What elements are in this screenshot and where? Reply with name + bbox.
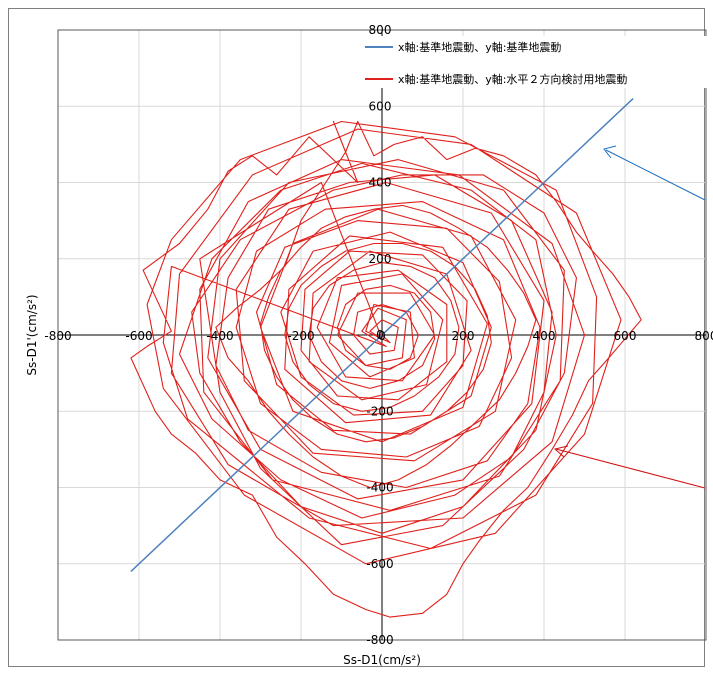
- x-tick-label-7: 600: [614, 329, 637, 343]
- y-tick-label-5: 200: [369, 252, 392, 266]
- series-layer: [130, 98, 642, 618]
- x-axis-label: Ss-D1(cm/s²): [343, 653, 421, 667]
- y-tick-label-6: 400: [369, 176, 392, 190]
- y-tick-label-1: -600: [366, 557, 393, 571]
- x-tick-label-0: -800: [44, 329, 71, 343]
- x-tick-label-6: 400: [533, 329, 556, 343]
- tick-labels: -800 -600 -400 -200 0 200 400 600 800 -800 -600 -40…: [44, 23, 713, 647]
- y-tick-label-8: 800: [369, 23, 392, 37]
- x-tick-label-8: 800: [695, 329, 713, 343]
- chart-frame: [8, 8, 705, 667]
- x-tick-label-1: -600: [125, 329, 152, 343]
- series-line-0: [130, 98, 634, 572]
- y-tick-label-4: 0: [376, 328, 384, 342]
- y-tick-label-3: -200: [366, 404, 393, 418]
- legend-background: [355, 36, 710, 88]
- y-axis-label: Ss-D1'(cm/s²): [25, 294, 39, 375]
- x-tick-label-2: -400: [206, 329, 233, 343]
- legend: x軸:基準地震動、y軸:基準地震動 x軸:基準地震動、y軸:水平２方向検討用地震…: [355, 36, 710, 88]
- x-tick-label-3: -200: [287, 329, 314, 343]
- y-tick-label-7: 600: [369, 99, 392, 113]
- annotations: [553, 145, 706, 489]
- y-tick-label-2: -400: [366, 481, 393, 495]
- red-arrow-line: [555, 448, 706, 489]
- x-tick-label-5: 200: [452, 329, 475, 343]
- series-line-1: [130, 120, 642, 618]
- blue-arrow-line: [605, 149, 706, 201]
- legend-label-0: x軸:基準地震動、y軸:基準地震動: [398, 40, 561, 54]
- blue-arrow-head: [603, 145, 617, 159]
- legend-label-1: x軸:基準地震動、y軸:水平２方向検討用地震動: [398, 72, 627, 86]
- x-tick-label-4: 0: [378, 329, 386, 343]
- y-tick-label-0: -800: [366, 633, 393, 647]
- red-arrow-head: [553, 445, 569, 458]
